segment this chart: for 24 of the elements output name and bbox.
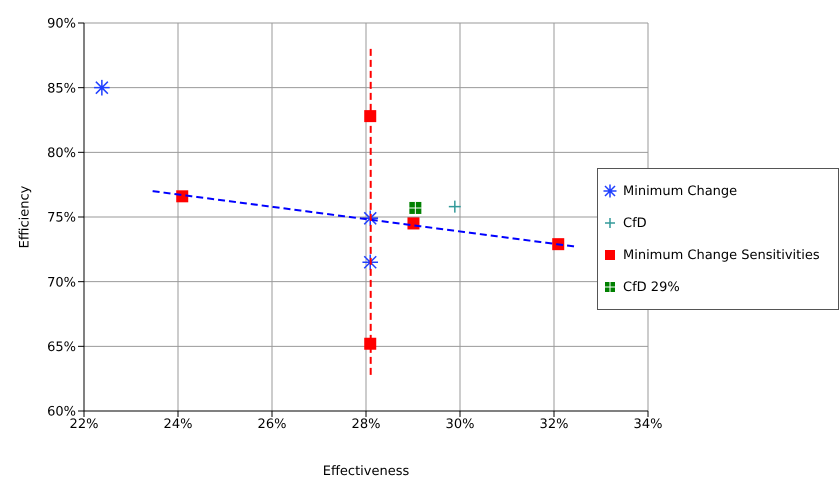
point [448,200,462,214]
y-tick-label: 70% [47,275,76,290]
legend-label: CfD [623,216,647,230]
legend-label: CfD 29% [623,280,680,294]
x-tick-label: 32% [540,417,568,432]
x-tick-label: 34% [634,417,662,432]
x-tick-label: 26% [258,417,286,432]
y-tick-label: 90% [47,16,76,32]
x-tick-label: 28% [352,417,380,432]
legend-label: Minimum Change [623,184,738,198]
x-tick-label: 24% [164,417,192,432]
point [362,210,379,227]
y-tick-label: 65% [47,340,76,355]
y-tick-label: 80% [47,146,76,161]
legend-label: Minimum Change Sensitivities [623,248,820,262]
x-tick-label: 22% [70,417,98,432]
y-tick-label: 75% [47,210,76,226]
y-axis-title: Efficiency [18,185,33,248]
x-tick-label: 30% [446,417,474,432]
point [552,238,564,250]
point [362,254,379,271]
x-axis-title: Effectiveness [322,464,410,479]
y-tick-label: 85% [47,81,76,96]
point [93,79,110,96]
